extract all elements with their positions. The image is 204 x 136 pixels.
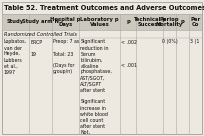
Text: Randomized Controlled Trials: Randomized Controlled Trials — [4, 32, 77, 36]
Text: 3 (1: 3 (1 — [190, 39, 199, 44]
Text: Significant
reduction in
Serum
bilirubim,
alkaline
phosphatase,
AST/SGOT,
ALT/SG: Significant reduction in Serum bilirubim… — [80, 39, 112, 136]
Text: Per
Co: Per Co — [190, 17, 201, 27]
Text: Study arm N: Study arm N — [22, 19, 59, 24]
Text: Table 52. Treatment Outcomes and Adverse Outcomes.: Table 52. Treatment Outcomes and Adverse… — [4, 5, 204, 11]
Text: Laboratory p
Values: Laboratory p Values — [80, 17, 119, 27]
Text: Study: Study — [7, 19, 24, 24]
Text: ERCP

19: ERCP 19 — [31, 39, 43, 56]
Text: Preop: 7 as

Total: 23

(Days for
group/n): Preop: 7 as Total: 23 (Days for group/n) — [53, 39, 79, 75]
Text: < .002: < .002 — [121, 39, 137, 44]
Text: 0 (0%): 0 (0%) — [162, 39, 177, 44]
Text: Lopbatos,
van der
Heyde,
Lubbers
et al.,
1997: Lopbatos, van der Heyde, Lubbers et al.,… — [3, 39, 27, 75]
Text: Periop
Mortality: Periop Mortality — [156, 17, 183, 27]
Text: p: p — [126, 19, 130, 24]
Bar — [2, 14, 202, 30]
Text: < .001: < .001 — [121, 63, 137, 68]
Text: p: p — [181, 19, 184, 24]
Text: Hospital p
Days: Hospital p Days — [50, 17, 81, 27]
Text: Technical p
Success: Technical p Success — [133, 17, 166, 27]
